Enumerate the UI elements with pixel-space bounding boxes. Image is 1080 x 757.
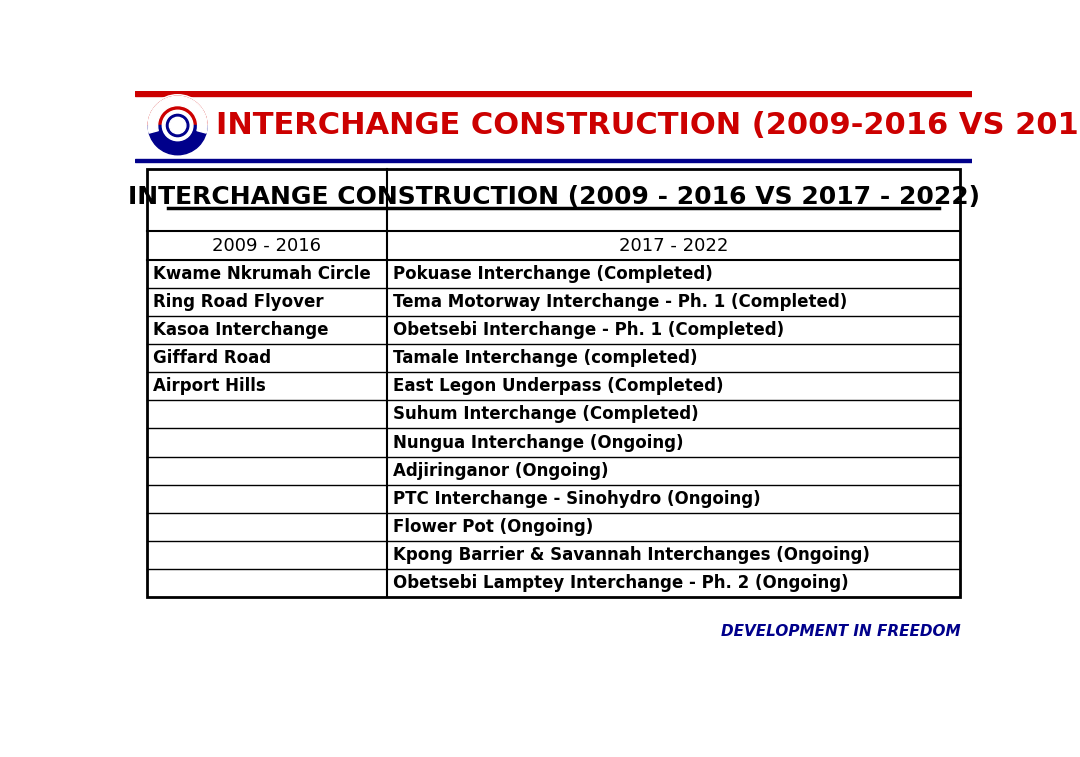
Text: Kpong Barrier & Savannah Interchanges (Ongoing): Kpong Barrier & Savannah Interchanges (O…	[393, 546, 869, 564]
Text: Airport Hills: Airport Hills	[153, 378, 266, 395]
Circle shape	[147, 95, 208, 156]
Text: PTC Interchange - Sinohydro (Ongoing): PTC Interchange - Sinohydro (Ongoing)	[393, 490, 760, 508]
Text: Kasoa Interchange: Kasoa Interchange	[153, 321, 328, 339]
Text: Giffard Road: Giffard Road	[153, 350, 271, 367]
Wedge shape	[148, 126, 207, 154]
Text: INTERCHANGE CONSTRUCTION (2009-2016 VS 2017-2022): INTERCHANGE CONSTRUCTION (2009-2016 VS 2…	[216, 111, 1080, 140]
Text: 2009 - 2016: 2009 - 2016	[212, 237, 321, 254]
Text: Tema Motorway Interchange - Ph. 1 (Completed): Tema Motorway Interchange - Ph. 1 (Compl…	[393, 293, 847, 311]
Circle shape	[170, 117, 186, 134]
Text: DEVELOPMENT IN FREEDOM: DEVELOPMENT IN FREEDOM	[720, 624, 960, 639]
Circle shape	[162, 111, 193, 141]
Text: East Legon Underpass (Completed): East Legon Underpass (Completed)	[393, 378, 724, 395]
Bar	[135, 91, 972, 96]
Text: Nungua Interchange (Ongoing): Nungua Interchange (Ongoing)	[393, 434, 684, 451]
Text: Flower Pot (Ongoing): Flower Pot (Ongoing)	[393, 518, 593, 536]
Bar	[135, 91, 972, 160]
Bar	[147, 170, 960, 597]
Text: Tamale Interchange (completed): Tamale Interchange (completed)	[393, 350, 698, 367]
Text: Obetsebi Lamptey Interchange - Ph. 2 (Ongoing): Obetsebi Lamptey Interchange - Ph. 2 (On…	[393, 574, 849, 592]
Text: 2017 - 2022: 2017 - 2022	[619, 237, 728, 254]
Text: Obetsebi Interchange - Ph. 1 (Completed): Obetsebi Interchange - Ph. 1 (Completed)	[393, 321, 784, 339]
Text: Suhum Interchange (Completed): Suhum Interchange (Completed)	[393, 406, 699, 423]
Bar	[147, 170, 960, 597]
Text: Ring Road Flyover: Ring Road Flyover	[153, 293, 323, 311]
Bar	[135, 159, 972, 162]
Wedge shape	[148, 96, 207, 133]
Text: Pokuase Interchange (Completed): Pokuase Interchange (Completed)	[393, 265, 713, 283]
Circle shape	[166, 114, 189, 136]
Wedge shape	[148, 96, 207, 126]
Text: Adjiringanor (Ongoing): Adjiringanor (Ongoing)	[393, 462, 608, 479]
Text: INTERCHANGE CONSTRUCTION (2009 - 2016 VS 2017 - 2022): INTERCHANGE CONSTRUCTION (2009 - 2016 VS…	[127, 185, 980, 209]
Text: Kwame Nkrumah Circle: Kwame Nkrumah Circle	[153, 265, 370, 283]
